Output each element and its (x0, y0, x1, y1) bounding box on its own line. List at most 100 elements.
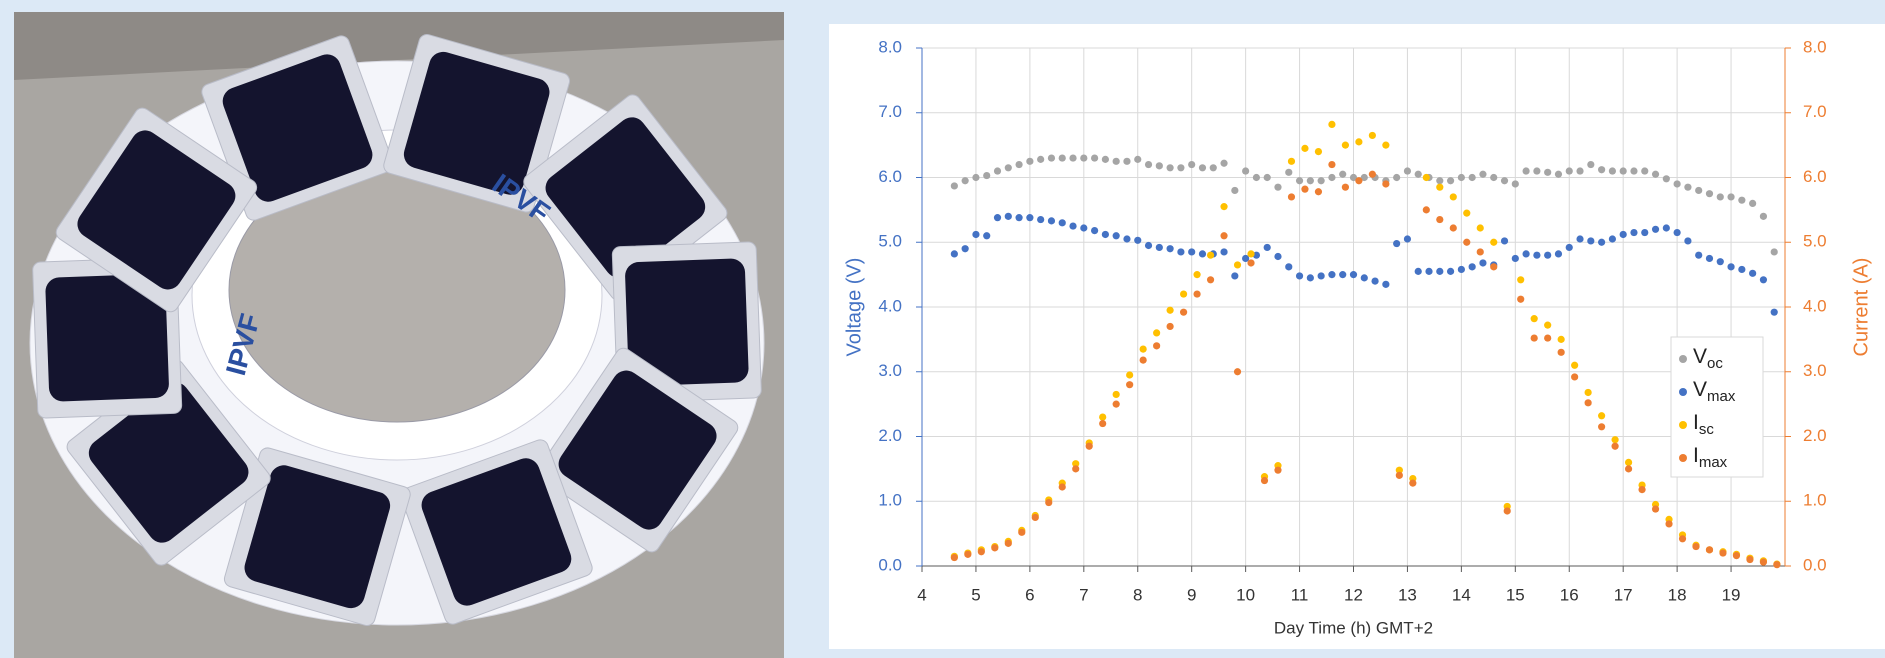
solar-cell (45, 274, 169, 402)
data-point (1651, 170, 1660, 178)
solar-cell (558, 370, 717, 530)
data-point (1770, 308, 1778, 316)
data-point (1684, 183, 1692, 191)
data-point (1069, 222, 1077, 230)
data-point (1436, 215, 1444, 224)
solar-cell (421, 458, 572, 606)
data-point (1101, 155, 1109, 163)
data-point (1749, 269, 1757, 277)
data-point (1004, 164, 1012, 172)
data-point (1500, 237, 1509, 245)
data-point (1166, 322, 1174, 331)
data-point (1058, 154, 1066, 162)
data-point (961, 177, 969, 185)
data-point (1554, 170, 1563, 178)
data-point (1759, 212, 1768, 220)
data-point (1085, 442, 1093, 450)
data-point (1360, 274, 1368, 282)
data-point (1382, 180, 1390, 188)
data-point (1651, 225, 1660, 233)
data-point (1301, 144, 1309, 152)
data-point (1328, 120, 1336, 129)
solar-cell (88, 382, 249, 543)
legend-label: Isc (1693, 411, 1714, 438)
data-point (1382, 280, 1390, 288)
data-point (1436, 177, 1444, 185)
data-point (1457, 173, 1465, 182)
data-point (1571, 373, 1579, 381)
y2-tick-label: 6.0 (1803, 167, 1827, 186)
data-point (1339, 170, 1347, 178)
data-point (1360, 173, 1368, 182)
data-point (983, 171, 991, 180)
data-point (1673, 180, 1681, 188)
data-point (1220, 248, 1228, 256)
data-point (1252, 251, 1261, 259)
data-point (1047, 217, 1056, 225)
legend-label: Voc (1693, 345, 1723, 372)
data-point (1719, 549, 1727, 557)
data-point (1233, 368, 1242, 376)
data-point (1530, 315, 1538, 323)
data-point (1069, 154, 1077, 162)
data-point (1368, 170, 1376, 178)
data-point (1393, 173, 1401, 182)
data-point (1446, 267, 1455, 275)
data-point (1231, 186, 1239, 195)
data-point (1695, 251, 1703, 259)
data-point (1112, 157, 1120, 165)
data-point (1436, 267, 1444, 275)
data-point (1026, 157, 1034, 165)
data-point (1177, 248, 1185, 256)
data-point (993, 214, 1002, 222)
data-point (950, 553, 958, 562)
data-point (1393, 239, 1401, 248)
data-point (1692, 542, 1700, 551)
data-point (1468, 263, 1476, 271)
data-point (1306, 274, 1314, 282)
data-point (1126, 371, 1134, 379)
data-point (1522, 250, 1530, 258)
data-point (1598, 412, 1606, 420)
data-point (1306, 177, 1314, 185)
solar-cell (222, 54, 373, 202)
data-point (1463, 209, 1471, 217)
data-point (1317, 272, 1325, 280)
data-point (1153, 329, 1161, 337)
data-point (1395, 466, 1403, 474)
data-point (1403, 235, 1412, 243)
data-point (1193, 290, 1201, 298)
data-point (1349, 271, 1358, 279)
data-point (1414, 267, 1422, 275)
x-tick-label: 9 (1187, 585, 1196, 604)
data-point (1188, 160, 1196, 169)
data-point (1522, 167, 1530, 175)
data-point (1166, 245, 1174, 253)
data-point (1274, 466, 1282, 474)
y-tick-label: 7.0 (878, 102, 902, 121)
data-point (1314, 188, 1323, 196)
data-point (1126, 381, 1134, 389)
data-point (1544, 168, 1552, 176)
data-point (1037, 215, 1045, 224)
data-point (1341, 141, 1350, 149)
x-tick-label: 8 (1133, 585, 1142, 604)
data-point (1684, 237, 1692, 245)
solar-cell (244, 465, 391, 609)
data-point (1619, 230, 1627, 239)
y2-tick-label: 7.0 (1803, 102, 1827, 121)
data-point (1099, 419, 1107, 428)
data-point (1557, 335, 1565, 343)
data-point (1263, 173, 1271, 182)
data-point (1004, 212, 1012, 220)
data-point (1409, 479, 1417, 487)
data-point (1705, 254, 1714, 263)
data-point (1341, 183, 1350, 191)
data-point (1220, 203, 1228, 211)
data-point (972, 173, 980, 182)
data-point (1624, 465, 1633, 473)
solar-cell (77, 130, 236, 290)
data-point (1072, 460, 1080, 468)
data-point (1749, 199, 1757, 207)
data-point (1584, 399, 1592, 407)
